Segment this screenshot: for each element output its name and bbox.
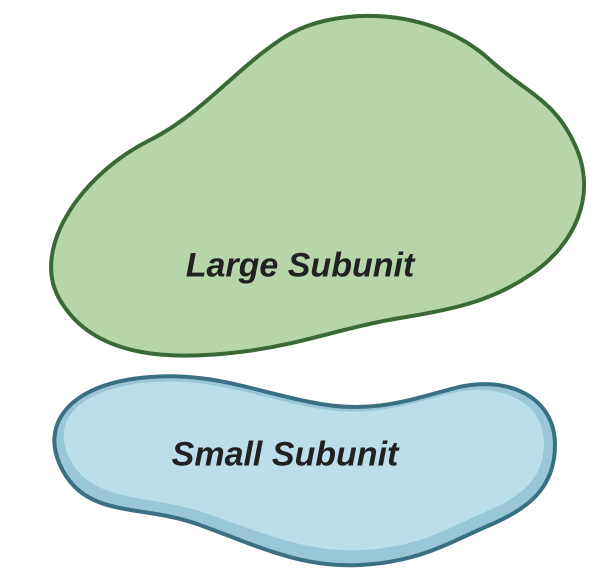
diagram-svg [0,0,609,584]
small-subunit-label: Small Subunit [172,436,399,475]
large-subunit-label: Large Subunit [186,247,415,286]
large-subunit-shape [51,16,584,356]
ribosome-diagram: Large Subunit Small Subunit [0,0,609,584]
